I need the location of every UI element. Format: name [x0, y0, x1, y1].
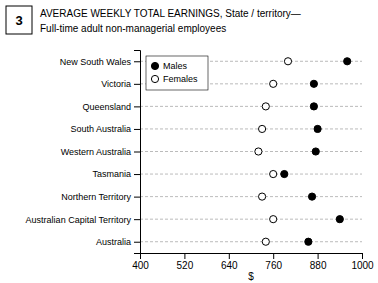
subtitle: Full-time adult non-managerial employees — [40, 23, 226, 34]
dot — [344, 58, 351, 65]
grid-line — [140, 196, 362, 197]
dot — [270, 80, 277, 87]
tick-label: 400 — [132, 260, 149, 271]
tick-label: 880 — [310, 260, 327, 271]
tick-label: South Australia — [70, 124, 131, 134]
dot — [314, 125, 321, 132]
tick-mark — [134, 61, 140, 62]
chart: 3 AVERAGE WEEKLY TOTAL EARNINGS, State / … — [0, 0, 378, 283]
tick: 520 — [177, 253, 194, 271]
legend-label: Males — [163, 61, 188, 71]
plot: 400 520 640 760 880 1000 New South Wales Victor… — [26, 51, 374, 272]
dot — [310, 80, 317, 87]
dot — [270, 170, 277, 177]
tick-label: Victoria — [101, 79, 131, 89]
tick: 400 — [132, 253, 149, 271]
tick-mark — [134, 152, 140, 153]
x-axis: 400 520 640 760 880 1000 — [132, 253, 374, 271]
tick-mark — [318, 253, 319, 259]
tick: Australia — [96, 237, 140, 247]
tick: Western Australia — [61, 147, 140, 157]
tick-mark — [134, 129, 140, 130]
tick-label: Northern Territory — [61, 192, 131, 202]
tick: 880 — [310, 253, 327, 271]
tick: 760 — [265, 253, 282, 271]
dot — [312, 148, 319, 155]
tick-label: 760 — [265, 260, 282, 271]
dot — [281, 170, 288, 177]
tick: Victoria — [101, 79, 140, 89]
grid-line — [140, 219, 362, 220]
number-box — [6, 6, 32, 34]
tick-label: 1000 — [351, 260, 374, 271]
tick-label: 640 — [221, 260, 238, 271]
axis-line — [141, 254, 363, 260]
dot — [262, 103, 269, 110]
legend-swatch — [151, 75, 158, 82]
dot — [305, 238, 312, 245]
tick: Northern Territory — [61, 192, 140, 202]
title: AVERAGE WEEKLY TOTAL EARNINGS, State / t… — [40, 8, 301, 19]
tick-mark — [134, 174, 140, 175]
graph-number: 3 — [15, 13, 22, 28]
grid-line — [140, 151, 362, 152]
tick-mark — [134, 197, 140, 198]
dot — [308, 193, 315, 200]
legend-frame — [146, 56, 208, 90]
dot — [259, 125, 266, 132]
tick: South Australia — [70, 124, 140, 134]
tick-label: New South Wales — [60, 57, 132, 67]
tick-label: Tasmania — [92, 169, 131, 179]
series — [281, 58, 351, 246]
legend: Males Females — [146, 56, 208, 90]
tick-label: Queensland — [82, 102, 131, 112]
grid-line — [140, 106, 362, 107]
dot — [259, 193, 266, 200]
dot — [270, 216, 277, 223]
tick-label: 520 — [177, 260, 194, 271]
x-axis-title: $ — [248, 271, 254, 282]
tick: 640 — [221, 253, 238, 271]
axis-line — [134, 51, 141, 254]
marks — [255, 58, 351, 246]
legend-label: Females — [163, 74, 198, 84]
series — [255, 58, 292, 246]
dot — [255, 148, 262, 155]
dot — [336, 216, 343, 223]
dot — [284, 58, 291, 65]
tick: Tasmania — [92, 169, 140, 179]
grid-line — [140, 174, 362, 175]
tick-mark — [134, 106, 140, 107]
tick-mark — [273, 253, 274, 259]
tick-label: Western Australia — [61, 147, 131, 157]
tick-mark — [362, 253, 363, 259]
tick: 1000 — [351, 253, 374, 271]
dot — [262, 238, 269, 245]
tick-mark — [134, 242, 140, 243]
tick-label: Australia — [96, 237, 131, 247]
grid-line — [140, 241, 362, 242]
dot — [310, 103, 317, 110]
tick: Queensland — [82, 102, 140, 112]
tick-mark — [134, 219, 140, 220]
tick: New South Wales — [60, 57, 140, 67]
tick-label: Australian Capital Territory — [26, 215, 132, 225]
tick-mark — [184, 253, 185, 259]
tick-mark — [229, 253, 230, 259]
y-axis: New South Wales Victoria Queensland South A… — [26, 51, 141, 254]
tick-mark — [134, 84, 140, 85]
legend-swatch — [151, 62, 158, 69]
tick: Australian Capital Territory — [26, 215, 140, 225]
grid-line — [140, 128, 362, 129]
